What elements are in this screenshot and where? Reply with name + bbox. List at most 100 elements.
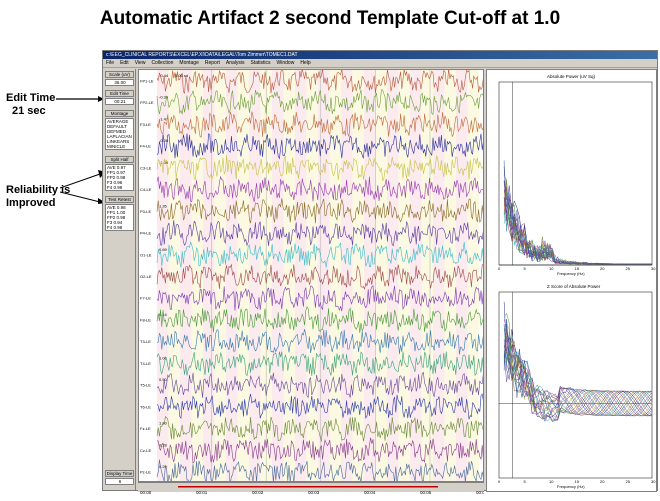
- artifact-band: [226, 70, 238, 481]
- montage-option[interactable]: AVERAGE: [107, 119, 129, 124]
- artifact-band: [214, 70, 226, 481]
- test-retest-value[interactable]: FP1 1.00: [107, 210, 126, 215]
- montage-option[interactable]: DEFAULT: [107, 124, 127, 129]
- zscore-series-line: [503, 319, 653, 417]
- zscore-series-line: [503, 324, 653, 419]
- time-tick-label: 00:03: [308, 490, 320, 495]
- x-tick-label: 20: [600, 266, 605, 271]
- test-retest-value[interactable]: AVE 0.98: [107, 205, 126, 210]
- menu-item-edit[interactable]: Edit: [120, 60, 129, 66]
- x-tick-label: 25: [626, 479, 631, 484]
- artifact-band: [180, 70, 192, 481]
- split-half-list[interactable]: AVE 0.97 FP1 0.97 FP2 0.98 F3 0.96 F4 0.99: [105, 164, 134, 191]
- artifact-band: [398, 70, 410, 481]
- menu-item-montage[interactable]: Montage: [179, 60, 199, 66]
- menu-item-analysis[interactable]: Analysis: [225, 60, 245, 66]
- spectrum-plots: Absolute Power (uV Sq) Frequency (Hz) 0 5 10…: [498, 74, 656, 489]
- first-value-unit: 5.06 sd: [175, 73, 188, 78]
- artifact-band: [421, 70, 433, 481]
- edit-time-callout: Edit Time 21 sec: [6, 92, 55, 118]
- montage-option[interactable]: MINICLE: [107, 144, 126, 149]
- montage-option[interactable]: LAPLACIAN: [107, 134, 132, 139]
- channel-label: F4-LE: [140, 144, 151, 149]
- test-retest-label: Test Retest: [105, 196, 134, 203]
- channel-zscore: -1.47: [159, 116, 169, 121]
- zscore-series-line: [503, 312, 653, 417]
- x-tick-label: 0: [498, 479, 501, 484]
- split-half-value[interactable]: FP2 0.98: [107, 175, 126, 180]
- montage-option[interactable]: LINKEARS: [107, 139, 130, 144]
- display-time-input[interactable]: 6: [105, 478, 134, 485]
- artifact-band: [341, 70, 353, 481]
- menu-item-statistics[interactable]: Statistics: [250, 60, 271, 66]
- test-retest-value[interactable]: FP2 0.98: [107, 215, 126, 220]
- eeg-trace: [156, 371, 483, 399]
- channel-label: T6-LE: [140, 404, 151, 409]
- test-retest-list[interactable]: AVE 0.98 FP1 1.00 FP2 0.98 F3 0.94 F4 0.98: [105, 204, 134, 231]
- channel-label: Fz-LE: [140, 426, 151, 431]
- eeg-trace: [156, 437, 483, 464]
- montage-list[interactable]: AVERAGE DEFAULT DEFMED LAPLACIAN LINKEARS MIN…: [105, 118, 134, 150]
- window-titlebar: c:\EEG_CLINICAL REPORTS\EXCEL\EP.XI\DATA…: [103, 51, 657, 59]
- test-retest-value[interactable]: F3 0.94: [107, 220, 123, 225]
- channel-label: T5-LE: [140, 383, 151, 388]
- artifact-band: [295, 70, 307, 481]
- time-tick-label: 00:01: [196, 490, 208, 495]
- menubar: File Edit View Collection Montage Report Analy…: [103, 59, 657, 68]
- x-axis-label: Frequency (Hz): [557, 271, 585, 276]
- artifact-band: [318, 70, 330, 481]
- edit-range-bar: [178, 486, 438, 488]
- scale-label: Scale (uV): [105, 71, 134, 78]
- channel-label: Pz-LE: [140, 470, 151, 475]
- split-half-value[interactable]: F4 0.99: [107, 185, 123, 190]
- eeg-trace-view[interactable]: FP1-LE -0.44 FP2-LE -0.36 F3-LE -1.47 F4-LE -0.…: [138, 69, 484, 482]
- zscore-series-line: [503, 324, 653, 417]
- menu-item-file[interactable]: File: [106, 60, 115, 66]
- time-tick-label: 00:05: [420, 490, 432, 495]
- eeg-trace: [156, 306, 483, 333]
- scale-input[interactable]: 36.00: [105, 79, 134, 86]
- edit-time-input[interactable]: 00:21: [105, 98, 134, 105]
- channel-label: F3-LE: [140, 122, 151, 127]
- x-tick-label: 10: [549, 479, 554, 484]
- artifact-band: [467, 70, 479, 481]
- split-half-value[interactable]: F3 0.96: [107, 180, 123, 185]
- channel-label: F7-LE: [140, 296, 151, 301]
- time-axis[interactable]: 00:00 00:01 00:02 00:03 00:04 00:05 00:06: [138, 482, 488, 495]
- power-series-line: [503, 167, 652, 265]
- artifact-band: [237, 70, 249, 481]
- channel-label: T3-LE: [140, 339, 151, 344]
- menu-item-collection[interactable]: Collection: [151, 60, 174, 66]
- channel-label: C3-LE: [140, 165, 152, 170]
- time-tick-label: 00:06: [476, 490, 484, 495]
- eeg-trace: [156, 393, 483, 420]
- channel-label: FP1-LE: [140, 78, 154, 83]
- channel-label: F8-LE: [140, 317, 151, 322]
- zscore-series-line: [503, 337, 653, 420]
- x-tick-label: 15: [575, 266, 580, 271]
- test-retest-value[interactable]: F4 0.98: [107, 225, 123, 230]
- menu-item-view[interactable]: View: [134, 60, 146, 66]
- plot-axes: [498, 81, 653, 266]
- menu-item-report[interactable]: Report: [204, 60, 220, 66]
- montage-option[interactable]: DEFMED: [107, 129, 126, 134]
- time-tick-label: 00:00: [140, 490, 152, 495]
- artifact-band: [456, 70, 468, 481]
- eeg-trace: [156, 198, 483, 224]
- channel-zscore: 0.50: [159, 377, 168, 382]
- reliability-callout-line2: Improved: [6, 197, 56, 209]
- artifact-band: [249, 70, 261, 481]
- menu-item-help[interactable]: Help: [300, 60, 311, 66]
- x-tick-label: 5: [524, 266, 527, 271]
- x-axis-label: Frequency (Hz): [557, 484, 585, 489]
- split-half-value[interactable]: FP1 0.97: [107, 170, 126, 175]
- x-tick-label: 20: [600, 479, 605, 484]
- eeg-trace: [156, 285, 483, 312]
- menu-item-window[interactable]: Window: [276, 60, 295, 66]
- split-half-value[interactable]: AVE 0.97: [107, 165, 126, 170]
- left-control-panel: Scale (uV) 36.00 Edit Time 00:21 Montage…: [103, 69, 136, 490]
- zscore-series-line: [503, 301, 653, 420]
- reliability-callout: Reliability is Improved: [6, 184, 70, 210]
- eeg-trace: [156, 89, 483, 116]
- artifact-band: [283, 70, 295, 481]
